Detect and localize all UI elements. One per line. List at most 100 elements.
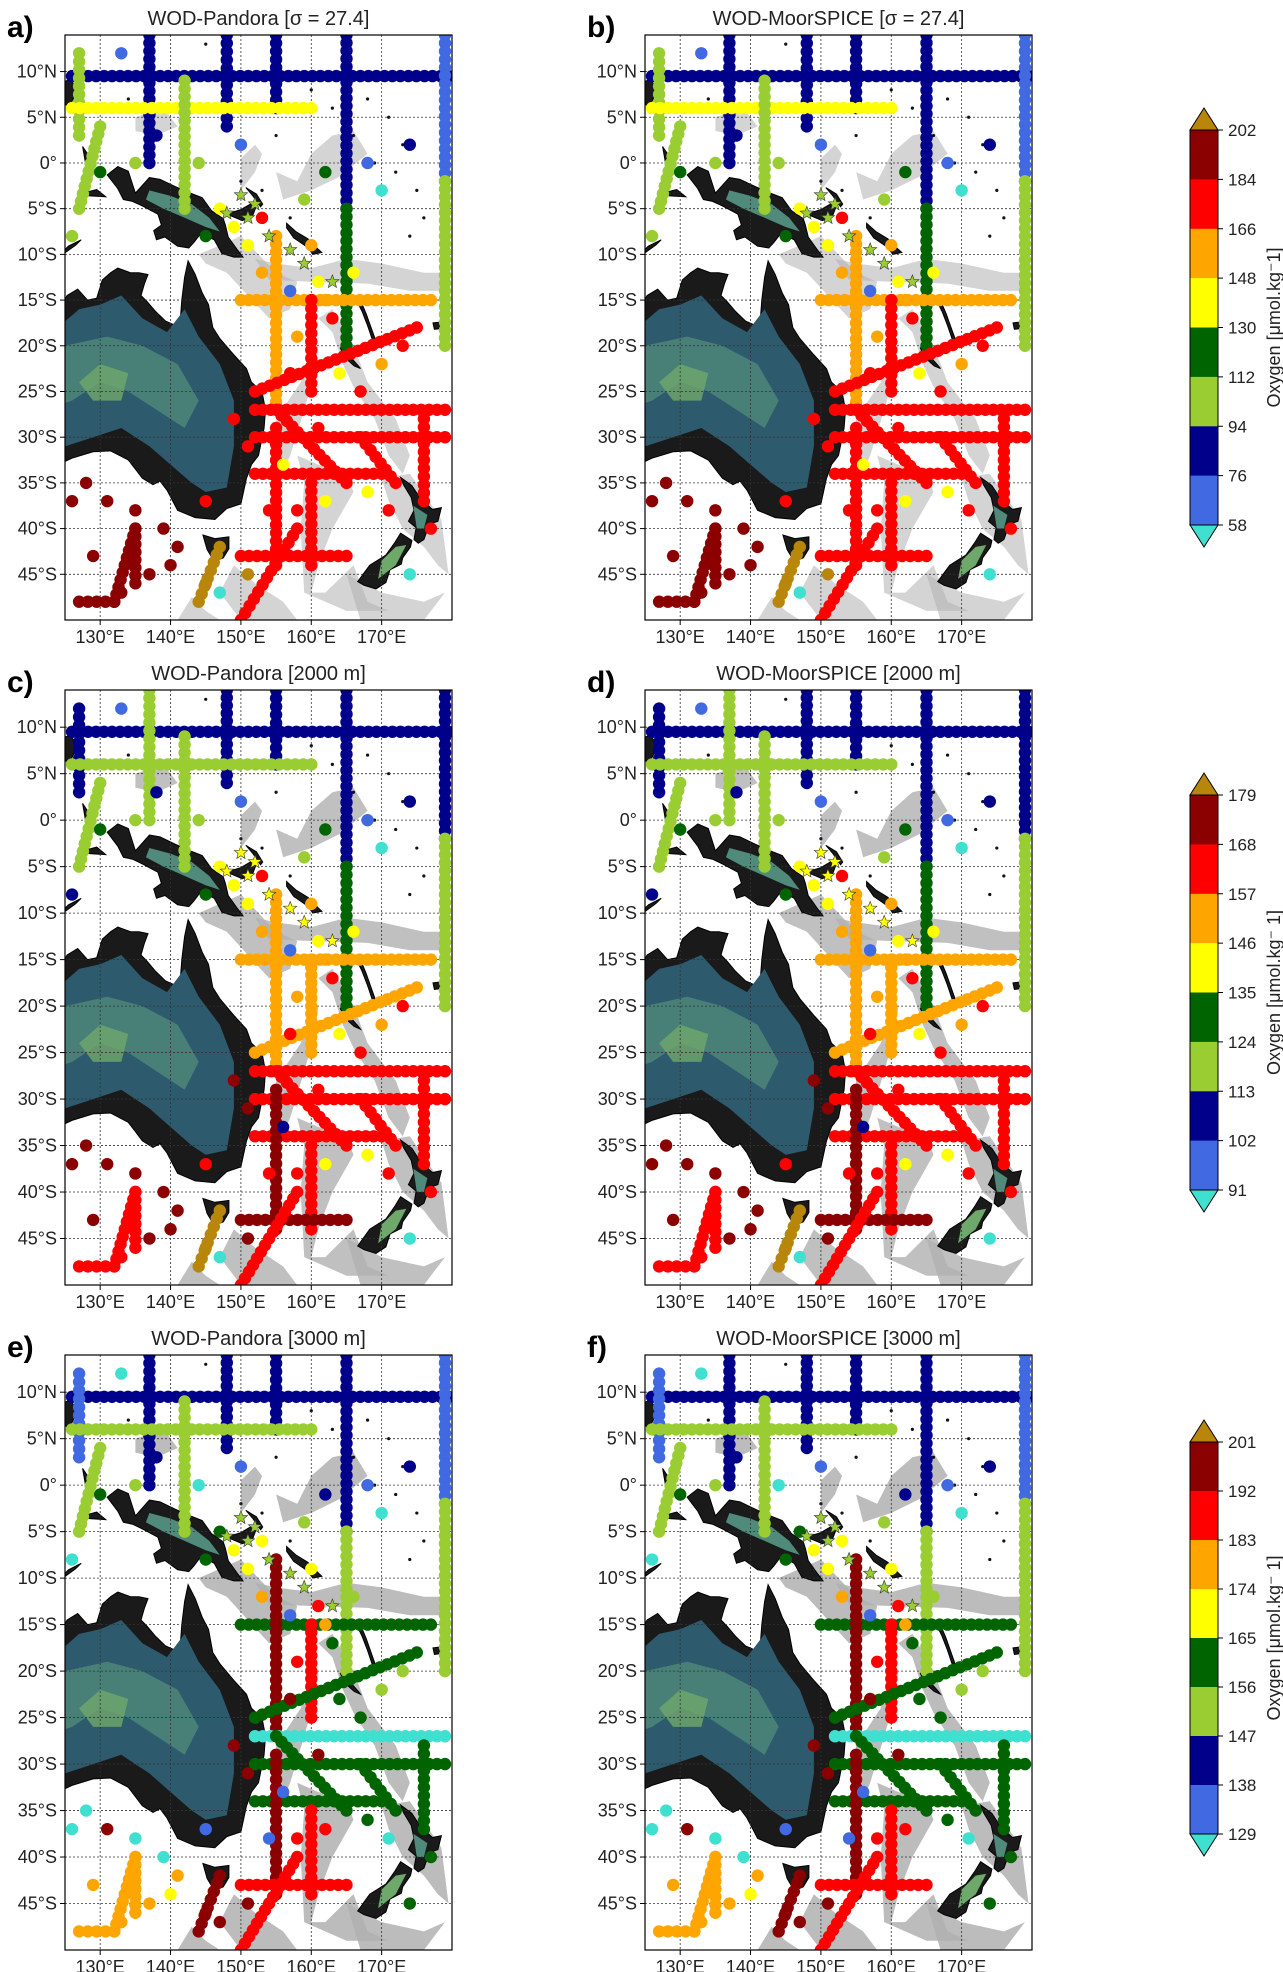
colorbar-tick-label: 174 bbox=[1228, 1580, 1256, 1599]
data-point bbox=[892, 934, 905, 948]
data-point bbox=[659, 1139, 673, 1152]
data-point bbox=[340, 1878, 353, 1892]
lon-tick-label: 130°E bbox=[656, 1292, 705, 1312]
data-point bbox=[779, 1906, 792, 1920]
shallow-seafloor bbox=[820, 144, 842, 191]
data-point bbox=[213, 586, 226, 599]
data-point bbox=[709, 1241, 722, 1255]
data-point bbox=[333, 367, 346, 380]
data-point bbox=[695, 1367, 708, 1380]
data-point bbox=[424, 1185, 438, 1199]
island bbox=[910, 1427, 914, 1431]
data-point bbox=[72, 595, 86, 608]
data-point bbox=[213, 1869, 226, 1882]
island bbox=[1002, 1539, 1006, 1543]
lat-tick-label: 45°S bbox=[598, 1894, 637, 1914]
data-point bbox=[673, 823, 687, 836]
shallow-seafloor bbox=[820, 1466, 842, 1513]
data-point bbox=[871, 1185, 884, 1199]
station-star bbox=[876, 914, 892, 929]
data-point bbox=[659, 476, 673, 490]
colorbar-label: Oxygen [μmol.kg⁻ 1] bbox=[1264, 910, 1283, 1075]
island bbox=[1002, 216, 1006, 220]
station-star bbox=[827, 1519, 843, 1534]
data-point bbox=[885, 1046, 898, 1059]
lat-tick-label: 25°S bbox=[598, 1708, 637, 1728]
data-point bbox=[723, 1897, 736, 1910]
station-star bbox=[820, 209, 836, 225]
lat-tick-label: 0° bbox=[40, 810, 57, 830]
station-star bbox=[282, 1565, 298, 1580]
data-point bbox=[899, 494, 912, 508]
data-point bbox=[72, 1525, 86, 1538]
shallow-seafloor bbox=[240, 144, 262, 191]
data-point bbox=[65, 229, 79, 243]
data-point bbox=[652, 1260, 666, 1273]
station-star bbox=[862, 900, 878, 915]
station-star bbox=[876, 255, 892, 270]
data-point bbox=[744, 1223, 757, 1236]
colorbar-segment bbox=[1190, 376, 1218, 427]
data-point bbox=[670, 1925, 683, 1938]
data-point bbox=[1018, 1092, 1032, 1106]
land-topography bbox=[79, 364, 129, 401]
data-point bbox=[375, 1018, 388, 1031]
data-point bbox=[695, 1915, 708, 1929]
data-point bbox=[396, 999, 409, 1013]
lat-tick-label: 5°S bbox=[608, 1522, 637, 1542]
data-point bbox=[920, 1878, 933, 1892]
station-star bbox=[296, 914, 312, 929]
colorbar-segment bbox=[1190, 943, 1218, 993]
data-point bbox=[283, 944, 297, 957]
data-point bbox=[885, 1888, 898, 1901]
lon-tick-label: 150°E bbox=[216, 627, 265, 647]
island bbox=[931, 133, 936, 138]
data-point bbox=[424, 293, 438, 307]
data-point bbox=[347, 266, 360, 279]
data-point bbox=[772, 1478, 785, 1492]
island bbox=[988, 234, 992, 238]
data-point bbox=[709, 1167, 722, 1180]
station-star bbox=[904, 933, 920, 948]
data-point bbox=[93, 1488, 107, 1501]
data-point bbox=[871, 1655, 884, 1668]
island bbox=[204, 1362, 208, 1366]
lat-tick-label: 10°N bbox=[17, 1382, 57, 1402]
colorbar-segment bbox=[1190, 844, 1218, 895]
data-point bbox=[779, 1553, 792, 1566]
station-star bbox=[261, 886, 277, 901]
data-point bbox=[878, 193, 891, 206]
lat-tick-label: 35°S bbox=[18, 473, 57, 493]
colorbar-over-extension bbox=[1189, 772, 1219, 796]
data-point bbox=[129, 504, 142, 517]
colorbar-segment bbox=[1190, 795, 1218, 845]
data-point bbox=[86, 549, 100, 563]
lat-tick-label: 20°S bbox=[18, 996, 57, 1016]
island bbox=[868, 874, 872, 878]
data-point bbox=[835, 266, 849, 279]
data-point bbox=[670, 595, 683, 608]
data-point bbox=[90, 1925, 103, 1938]
lat-tick-label: 10°N bbox=[597, 1382, 637, 1402]
data-point bbox=[983, 568, 996, 581]
land-topography bbox=[958, 545, 987, 579]
station-star bbox=[904, 1598, 920, 1613]
data-point bbox=[758, 860, 771, 873]
data-point bbox=[333, 1027, 346, 1041]
data-point bbox=[227, 879, 241, 892]
data-point bbox=[86, 1878, 100, 1892]
data-point bbox=[227, 1544, 241, 1557]
data-point bbox=[983, 1460, 996, 1473]
data-point bbox=[417, 1157, 431, 1171]
lat-tick-label: 20°S bbox=[598, 336, 637, 356]
data-point bbox=[885, 1223, 898, 1236]
station-star bbox=[862, 1565, 878, 1580]
data-point bbox=[178, 1525, 191, 1538]
map-frame bbox=[644, 689, 1033, 1286]
data-point bbox=[645, 1822, 659, 1836]
data-point bbox=[779, 1822, 792, 1836]
data-point bbox=[814, 795, 828, 808]
colorbar-segment bbox=[1190, 1687, 1218, 1737]
colorbar-tick-label: 130 bbox=[1228, 319, 1256, 338]
shallow-seafloor bbox=[346, 1903, 445, 1950]
